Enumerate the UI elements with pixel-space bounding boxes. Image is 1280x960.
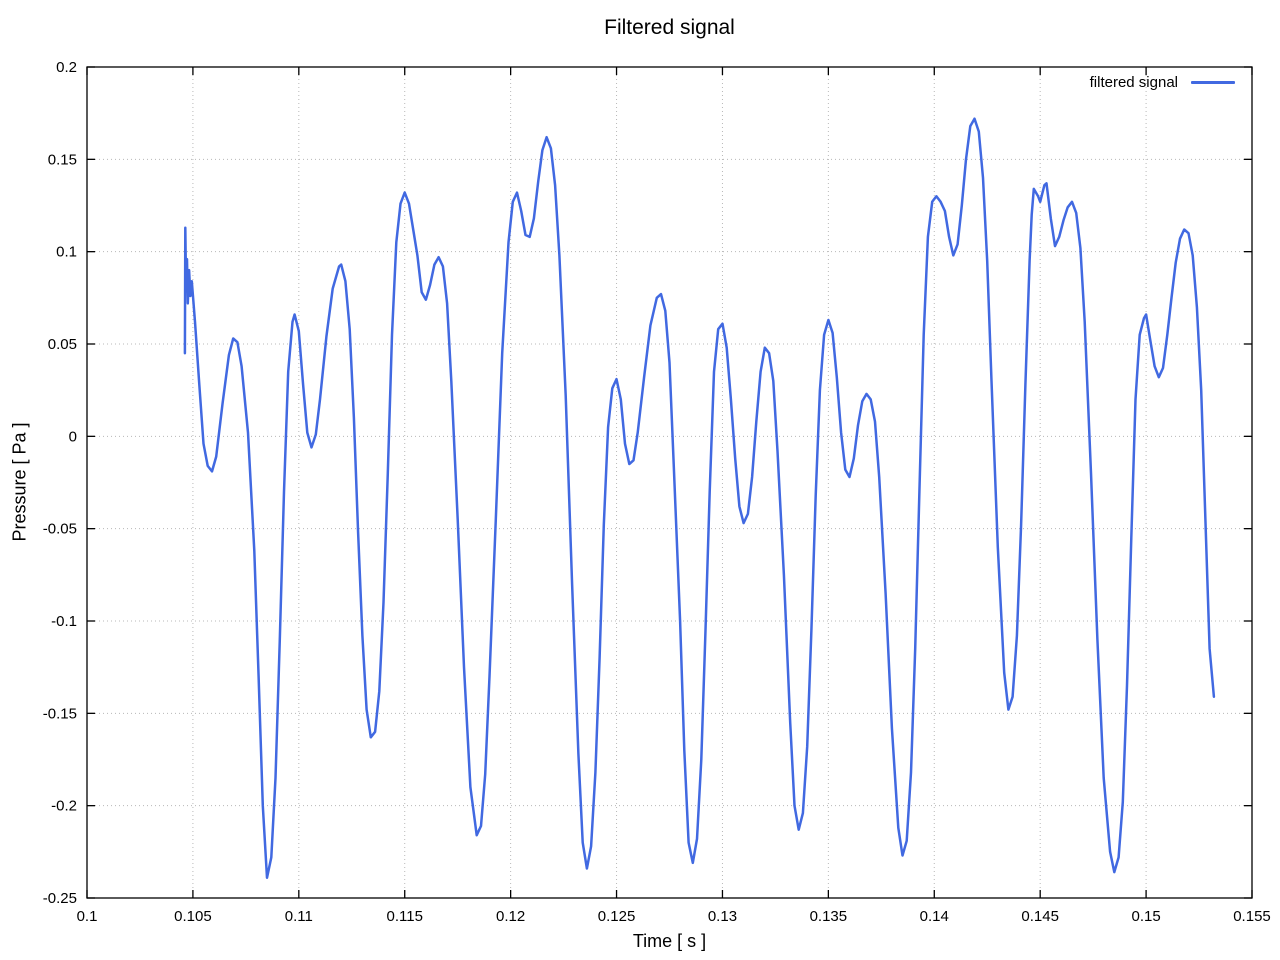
legend: filtered signal	[1090, 74, 1235, 91]
x-axis-label: Time [ s ]	[632, 931, 707, 951]
x-tick-label: 0.14	[920, 908, 949, 925]
x-tick-label: 0.135	[810, 908, 848, 925]
y-tick-label: 0	[69, 428, 77, 445]
x-tick-label: 0.12	[496, 908, 525, 925]
x-tick-label: 0.13	[708, 908, 737, 925]
x-tick-label: 0.155	[1233, 908, 1271, 925]
y-tick-label: 0.2	[56, 59, 77, 76]
x-tick-label: 0.115	[387, 908, 423, 925]
x-tick-label: 0.1	[77, 908, 98, 925]
y-tick-label: 0.1	[56, 244, 77, 261]
x-tick-label: 0.15	[1131, 908, 1160, 925]
y-tick-label: -0.15	[43, 705, 77, 722]
plot-border	[86, 66, 1253, 899]
y-tick-label: -0.25	[43, 890, 77, 907]
y-tick-label: -0.05	[43, 521, 77, 538]
x-tick-label: 0.11	[285, 908, 313, 925]
x-tick-label: 0.145	[1021, 908, 1059, 925]
y-tick-label: 0.15	[48, 151, 77, 168]
y-tick-label: -0.1	[51, 613, 77, 630]
x-tick-label: 0.105	[174, 908, 212, 925]
legend-entry-label: filtered signal	[1089, 74, 1178, 91]
x-tick-label: 0.125	[598, 908, 636, 925]
y-tick-label: -0.2	[51, 798, 77, 815]
y-tick-label: 0.05	[48, 336, 77, 353]
signal-line	[183, 117, 1216, 879]
legend-line-sample	[1191, 81, 1235, 84]
y-axis-label: Pressure [ Pa ]	[9, 422, 30, 542]
chart-title: Filtered signal	[604, 16, 735, 39]
